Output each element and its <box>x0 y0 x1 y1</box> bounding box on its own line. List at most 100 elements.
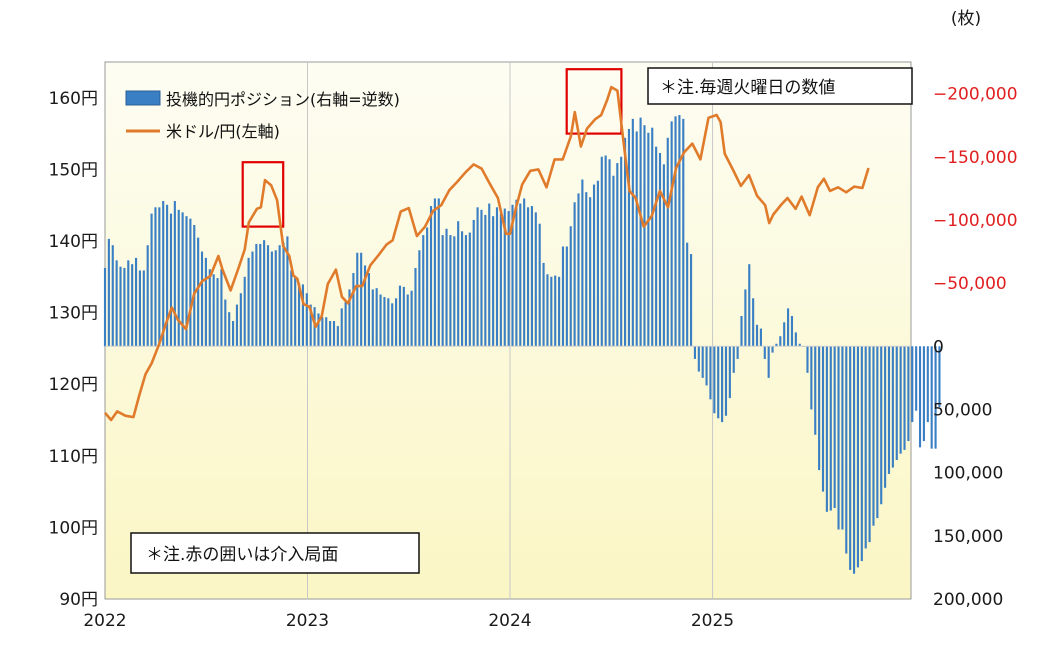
position-bar <box>503 208 506 347</box>
position-bar <box>449 235 452 347</box>
position-bar <box>806 346 809 373</box>
position-bar <box>395 298 398 347</box>
position-bar <box>670 121 673 347</box>
x-tick-label: 2024 <box>488 611 531 631</box>
position-bar <box>433 198 436 347</box>
position-bar <box>220 269 223 347</box>
position-bar <box>926 346 929 423</box>
position-bar <box>286 236 289 347</box>
position-bar <box>589 197 592 347</box>
position-bar <box>321 317 324 347</box>
position-bar <box>422 235 425 347</box>
position-bar <box>294 276 297 347</box>
position-bar <box>639 117 642 347</box>
position-bar <box>899 346 902 454</box>
position-bar <box>499 213 502 347</box>
position-bar <box>581 179 584 347</box>
position-bar <box>573 202 576 347</box>
intervention-highlights <box>241 68 623 228</box>
position-bar <box>383 297 386 347</box>
right-tick-label: 50,000 <box>933 401 992 421</box>
x-tick-label: 2025 <box>691 611 734 631</box>
usdjpy-line-layer <box>104 85 870 422</box>
position-bar <box>414 267 417 347</box>
position-bar <box>616 163 619 347</box>
position-bar <box>309 304 312 347</box>
position-bar <box>911 346 914 423</box>
position-bar <box>387 298 390 347</box>
position-bar <box>464 235 468 347</box>
left-tick-label: 140円 <box>49 232 98 252</box>
position-bar <box>457 221 460 347</box>
position-bar <box>216 278 219 347</box>
position-bar <box>666 137 669 347</box>
position-bar <box>340 308 343 347</box>
position-bar <box>558 276 561 347</box>
position-bar <box>169 213 173 347</box>
position-bar <box>627 128 631 347</box>
position-bar <box>825 346 828 512</box>
right-tick-label: −50,000 <box>933 274 1007 294</box>
position-bar <box>922 346 925 442</box>
position-bar <box>515 199 518 347</box>
usdjpy-line <box>104 85 870 422</box>
left-tick-label: 120円 <box>49 375 98 395</box>
position-bar <box>647 132 650 347</box>
position-bar <box>662 164 665 347</box>
position-bar <box>278 245 281 347</box>
position-bar <box>763 346 766 359</box>
position-bar <box>713 346 716 414</box>
position-bar <box>775 343 778 347</box>
position-bar <box>643 125 646 347</box>
position-bar <box>880 346 883 505</box>
position-bar <box>658 152 662 347</box>
position-bar <box>907 346 910 442</box>
position-bar <box>771 346 774 353</box>
position-bar <box>569 226 572 347</box>
legend-line-label: 米ドル/円(左軸) <box>166 122 280 141</box>
position-bar <box>142 270 145 347</box>
position-bar <box>833 346 836 509</box>
position-bar <box>740 315 743 347</box>
position-bar <box>138 270 141 347</box>
legend: 投機的円ポジション(右軸=逆数) 米ドル/円(左軸) <box>125 90 400 141</box>
position-bar <box>736 346 739 359</box>
position-bar <box>472 219 475 347</box>
position-bar <box>398 285 402 347</box>
position-bar <box>259 243 262 347</box>
position-bar <box>717 346 720 419</box>
position-bar <box>814 346 817 435</box>
position-bar <box>375 288 378 347</box>
position-bar <box>363 265 367 347</box>
left-tick-label: 110円 <box>49 447 98 467</box>
position-bar <box>402 286 405 347</box>
x-axis-ticks: 2022 2023 2024 2025 <box>83 611 734 631</box>
position-bar <box>317 313 320 347</box>
position-bar <box>332 321 336 347</box>
position-bar <box>468 232 471 347</box>
position-bar <box>701 346 704 378</box>
position-bar <box>829 346 832 511</box>
position-bar <box>534 212 537 347</box>
legend-bar-label: 投機的円ポジション(右軸=逆数) <box>166 90 400 109</box>
position-bar <box>759 328 762 347</box>
position-bar <box>484 214 487 347</box>
position-bar <box>787 308 790 347</box>
position-bar <box>193 225 196 347</box>
left-tick-label: 160円 <box>49 89 98 109</box>
position-bar <box>154 207 157 347</box>
position-bar <box>282 242 285 347</box>
position-bar <box>305 293 308 347</box>
position-bar <box>934 346 937 449</box>
position-bar <box>239 293 242 347</box>
position-bar <box>523 198 526 347</box>
position-bar <box>173 200 176 347</box>
position-bar <box>818 346 821 471</box>
position-bar <box>608 159 611 347</box>
position-bar <box>755 324 759 347</box>
position-bar <box>744 289 747 347</box>
position-bar <box>495 207 499 347</box>
position-bar <box>631 118 634 347</box>
note-weekly: ＊注.毎週火曜日の数値 <box>647 67 913 105</box>
